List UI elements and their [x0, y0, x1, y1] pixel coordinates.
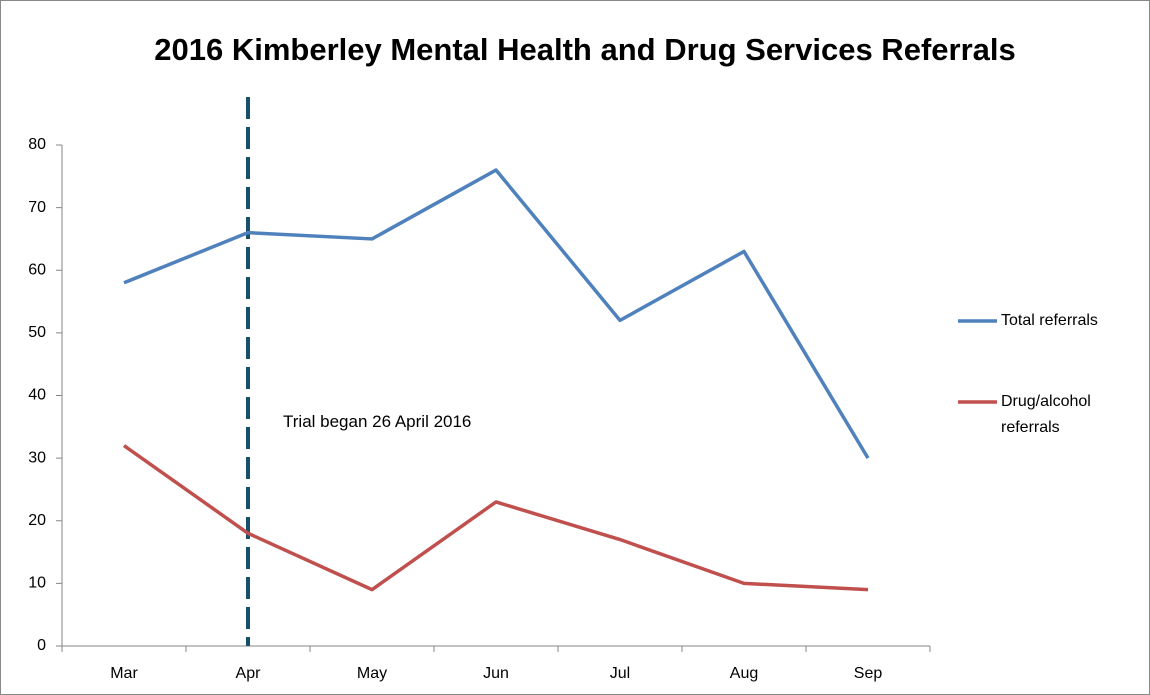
x-tick-label: May	[357, 665, 387, 682]
legend-label: Total referrals	[1001, 312, 1098, 329]
y-tick-label: 70	[28, 199, 46, 216]
y-tick-label: 60	[28, 261, 46, 278]
y-tick-label: 10	[28, 575, 46, 592]
x-tick-label: Sep	[854, 665, 883, 682]
legend-label: Drug/alcohol referrals	[1001, 393, 1091, 436]
x-tick-label: Aug	[730, 665, 758, 682]
y-tick-label: 20	[28, 512, 46, 529]
y-tick-label: 80	[28, 136, 46, 153]
x-tick-label: Mar	[110, 665, 138, 682]
annotation: Trial began 26 April 2016	[283, 412, 472, 431]
y-tick-label: 0	[37, 637, 46, 654]
line-series	[122, 444, 869, 592]
line-series	[123, 168, 870, 460]
y-tick-label: 50	[28, 324, 46, 341]
x-tick-label: Jul	[610, 665, 630, 682]
x-tick-label: Apr	[236, 665, 262, 682]
chart-title: 2016 Kimberley Mental Health and Drug Se…	[154, 32, 1016, 67]
y-tick-label: 30	[28, 449, 46, 466]
x-tick-label: Jun	[483, 665, 509, 682]
y-tick-label: 40	[28, 387, 46, 404]
